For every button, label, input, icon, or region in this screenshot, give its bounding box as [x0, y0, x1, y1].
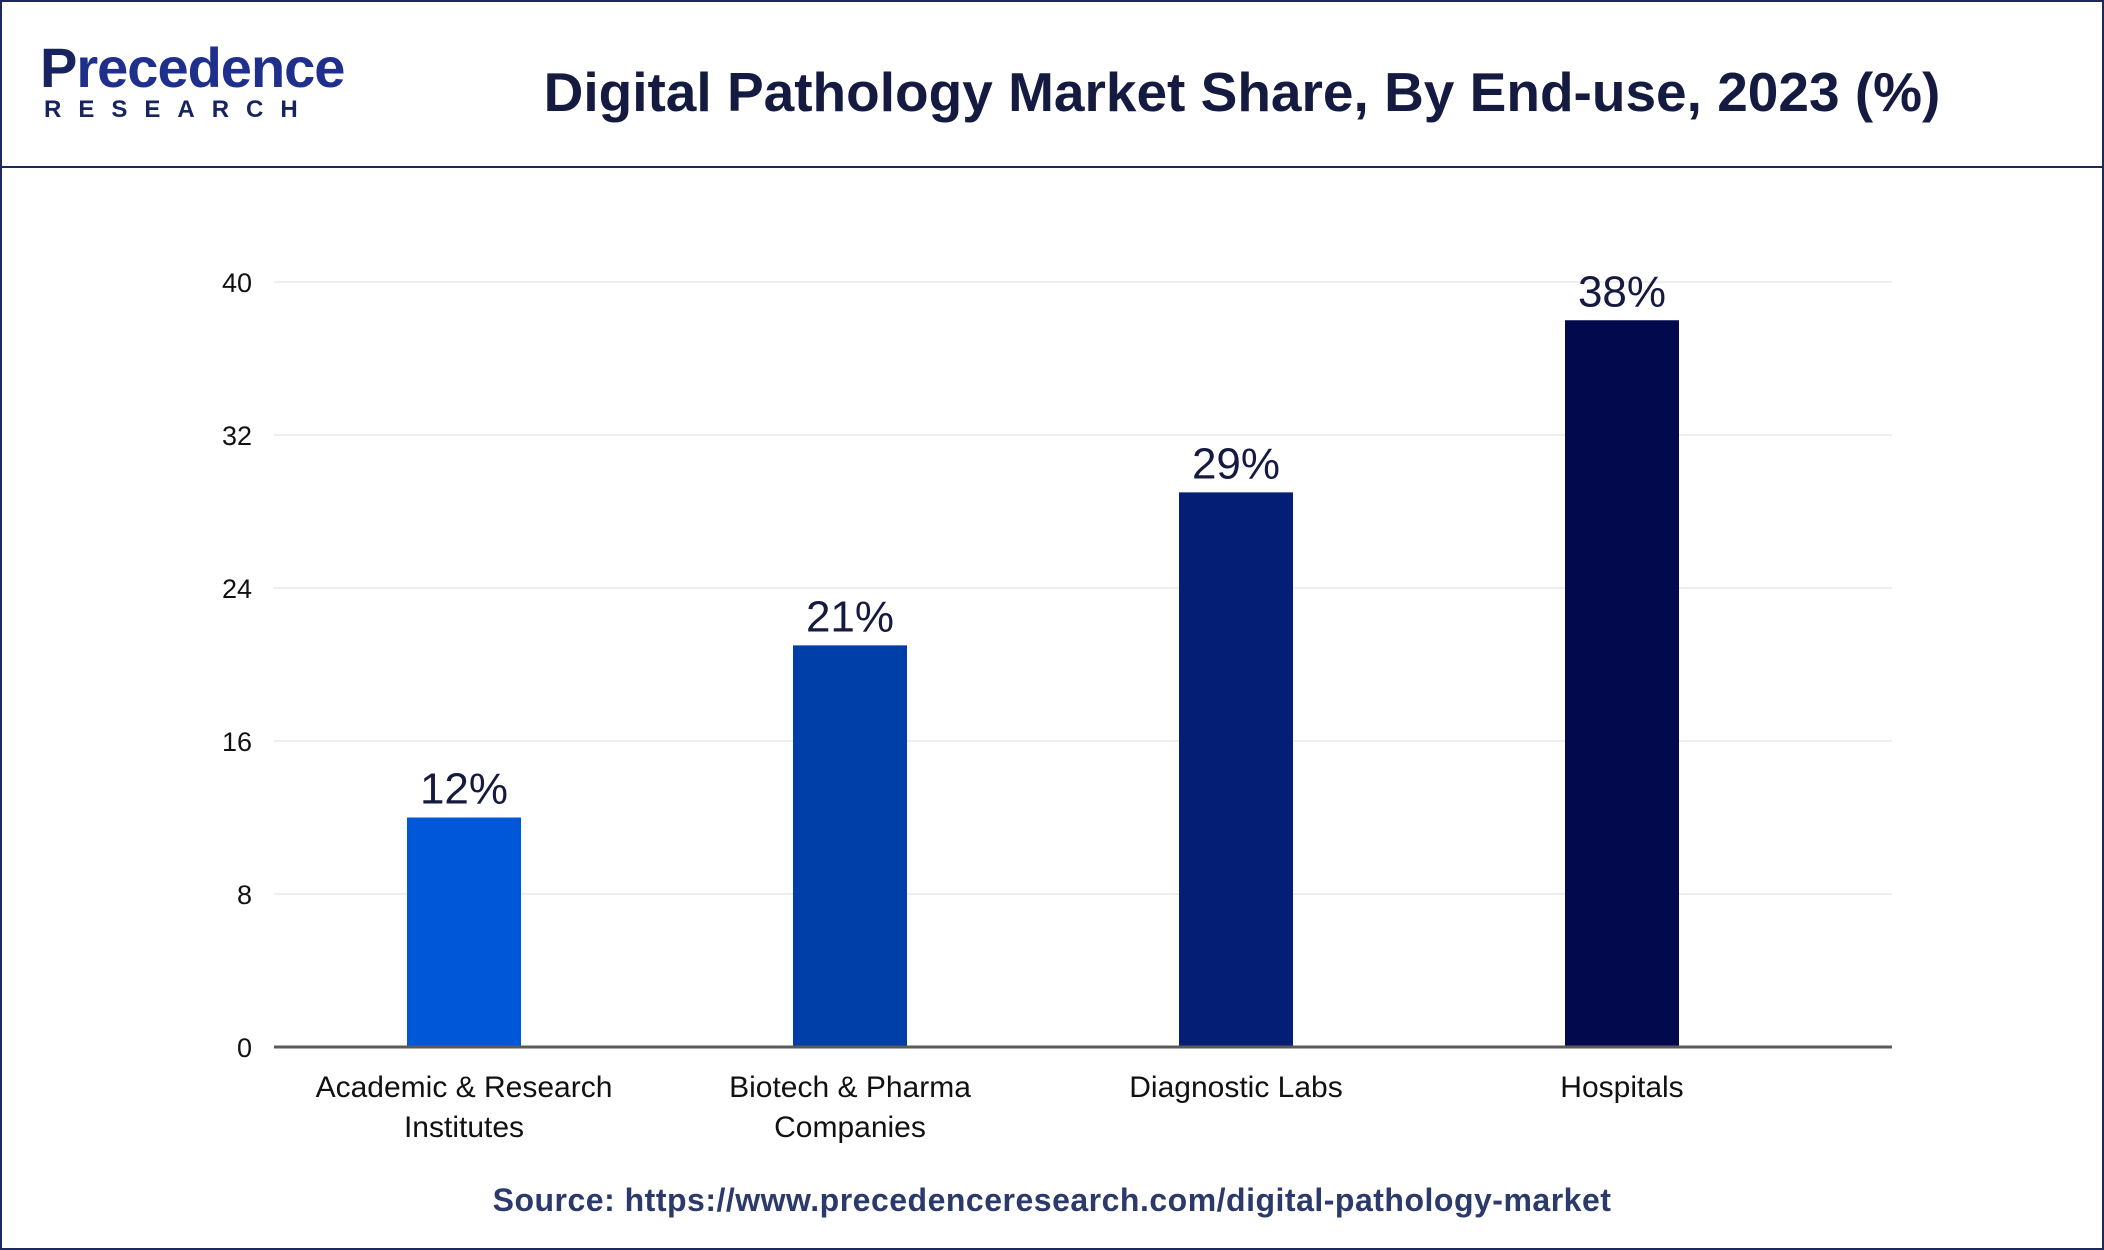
- x-tick-label: Biotech & Pharma Companies: [729, 1071, 971, 1144]
- precedence-research-logo: Precedence RESEARCH: [40, 36, 345, 126]
- x-tick-label: Academic & Research Institutes: [316, 1071, 613, 1144]
- bar: [407, 817, 521, 1047]
- x-tick-label-line: Academic & Research: [316, 1071, 613, 1104]
- data-label: 38%: [1578, 267, 1666, 316]
- y-axis-ticks: 0 8 16 24 32 40: [222, 268, 252, 1063]
- x-axis-ticks: Academic & Research Institutes Biotech & P…: [316, 1071, 1684, 1144]
- logo-wordmark: Precedence: [40, 36, 345, 100]
- y-tick-label: 16: [222, 727, 252, 757]
- x-tick-label-line: Companies: [774, 1111, 926, 1144]
- logo-initial: P: [40, 36, 77, 99]
- data-label: 29%: [1192, 439, 1280, 488]
- chart-title: Digital Pathology Market Share, By End-u…: [543, 61, 1941, 123]
- x-tick-label-line: Diagnostic Labs: [1129, 1071, 1342, 1104]
- x-tick-label-line: Institutes: [404, 1111, 524, 1144]
- x-tick-label-line: Biotech & Pharma: [729, 1071, 971, 1104]
- header: Precedence RESEARCH Digital Pathology Ma…: [2, 2, 2102, 168]
- y-tick-label: 8: [237, 880, 252, 910]
- logo-rest: recedence: [76, 36, 345, 99]
- y-tick-label: 40: [222, 268, 252, 298]
- y-tick-label: 24: [222, 574, 252, 604]
- source-text: Source: https://www.precedenceresearch.c…: [492, 1182, 1612, 1218]
- y-tick-label: 0: [237, 1033, 252, 1063]
- data-label: 21%: [806, 592, 894, 641]
- bar: [1565, 320, 1679, 1047]
- bar: [1179, 492, 1293, 1047]
- x-tick-label: Diagnostic Labs: [1129, 1071, 1342, 1104]
- x-tick-label: Hospitals: [1560, 1071, 1683, 1104]
- bar: [793, 645, 907, 1047]
- logo-subtitle: RESEARCH: [44, 96, 315, 123]
- data-labels: 12% 21% 29% 38%: [420, 267, 1666, 813]
- y-tick-label: 32: [222, 421, 252, 451]
- x-tick-label-line: Hospitals: [1560, 1071, 1683, 1104]
- bars: [407, 320, 1679, 1047]
- data-label: 12%: [420, 765, 508, 814]
